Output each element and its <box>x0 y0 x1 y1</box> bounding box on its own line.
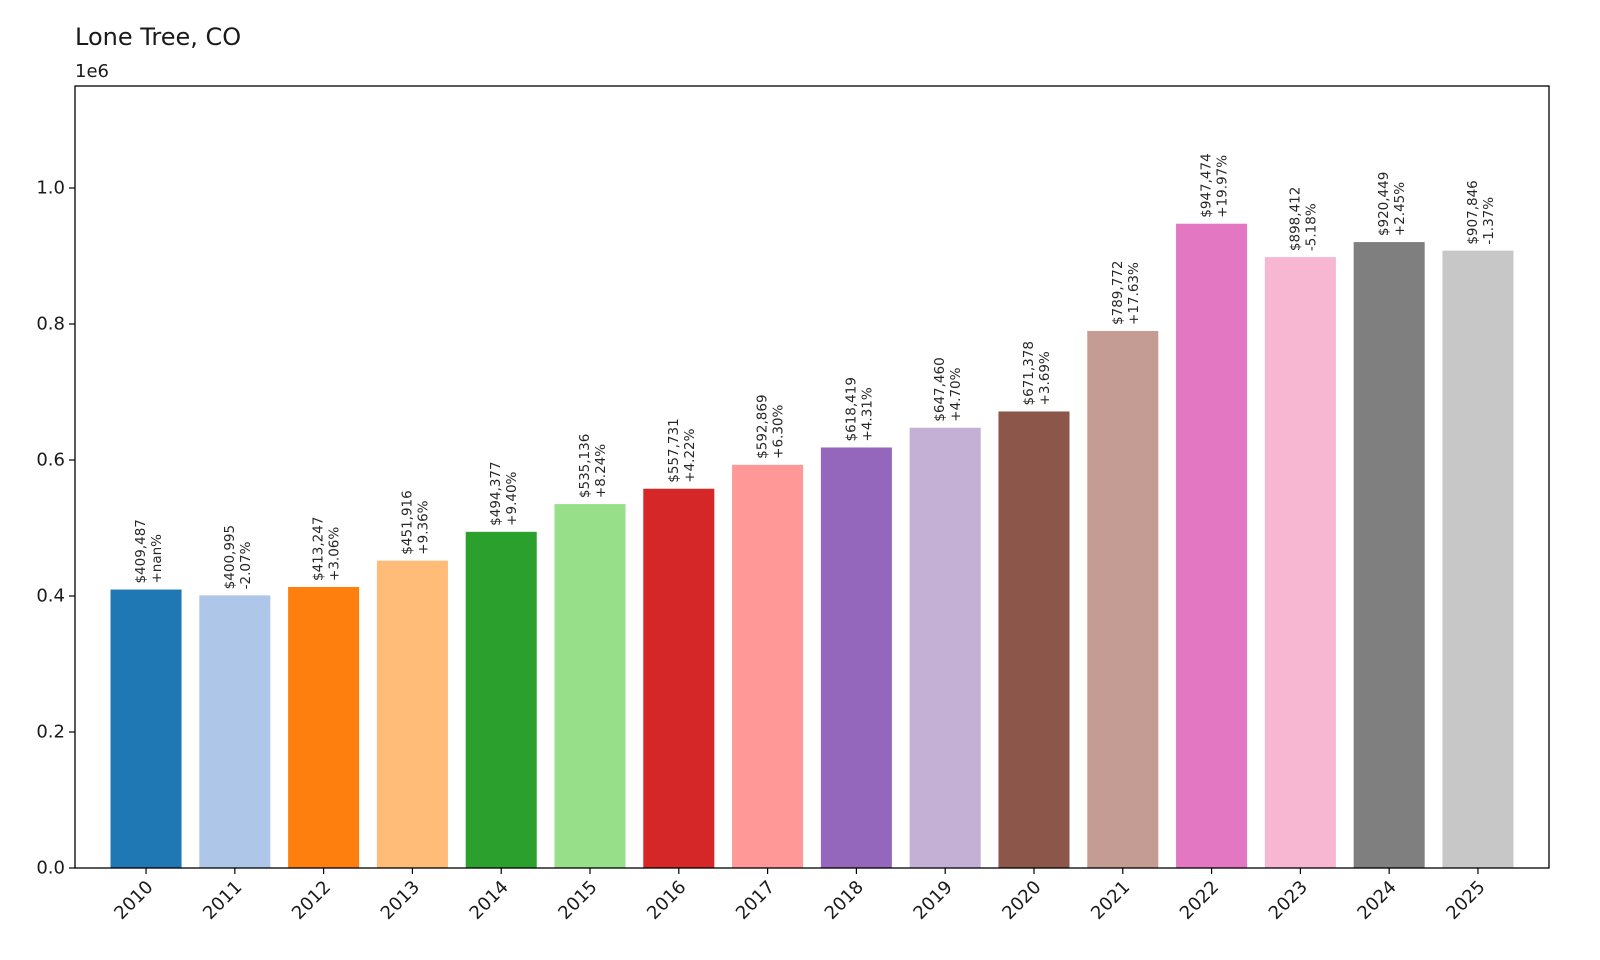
value-label-2013: $451,916 <box>399 490 415 554</box>
change-label-2023: -5.18% <box>1303 203 1319 251</box>
bar-2015 <box>554 504 626 868</box>
change-label-2012: +3.06% <box>327 527 343 581</box>
value-label-2023: $898,412 <box>1287 187 1303 251</box>
chart-title: Lone Tree, CO <box>75 23 241 51</box>
bar-2014 <box>465 531 537 868</box>
y-axis-offset-label: 1e6 <box>75 61 109 82</box>
x-tick-label-2017: 2017 <box>732 877 779 924</box>
x-tick-label-2025: 2025 <box>1442 877 1489 924</box>
change-label-2013: +9.36% <box>415 500 431 554</box>
change-label-2024: +2.45% <box>1392 182 1408 236</box>
y-tick-label-0.8: 0.8 <box>36 314 65 335</box>
bar-2021 <box>1087 330 1159 868</box>
value-label-2014: $494,377 <box>488 461 504 525</box>
x-tick-label-2012: 2012 <box>288 877 335 924</box>
value-label-2012: $413,247 <box>311 517 327 581</box>
y-tick-label-0.2: 0.2 <box>36 722 65 743</box>
bar-2023 <box>1264 257 1336 868</box>
change-label-2019: +4.70% <box>948 367 964 421</box>
plot-area-frame <box>74 85 1550 869</box>
x-tick-label-2021: 2021 <box>1087 877 1134 924</box>
value-label-2022: $947,474 <box>1199 153 1215 217</box>
x-tick-label-2022: 2022 <box>1176 877 1223 924</box>
value-label-2024: $920,449 <box>1376 172 1392 236</box>
value-label-2010: $409,487 <box>133 519 149 583</box>
value-label-2020: $671,378 <box>1021 341 1037 405</box>
y-tick-label-1.0: 1.0 <box>36 178 65 199</box>
value-label-2021: $789,772 <box>1110 261 1126 325</box>
value-label-2018: $618,419 <box>843 377 859 441</box>
x-tick-label-2010: 2010 <box>110 877 157 924</box>
bar-2022 <box>1176 223 1248 869</box>
value-label-2019: $647,460 <box>932 357 948 421</box>
x-tick-label-2018: 2018 <box>821 877 868 924</box>
bar-2024 <box>1353 242 1425 869</box>
change-label-2025: -1.37% <box>1481 197 1497 245</box>
change-label-2018: +4.31% <box>859 387 875 441</box>
bar-2016 <box>643 488 715 868</box>
value-label-2015: $535,136 <box>577 434 593 498</box>
value-label-2025: $907,846 <box>1465 180 1481 244</box>
change-label-2016: +4.22% <box>682 428 698 482</box>
bar-2017 <box>732 464 804 868</box>
bar-2012 <box>288 586 360 868</box>
change-label-2020: +3.69% <box>1037 351 1053 405</box>
x-tick-label-2023: 2023 <box>1265 877 1312 924</box>
change-label-2022: +19.97% <box>1215 155 1231 218</box>
bar-2018 <box>820 447 892 868</box>
value-label-2011: $400,995 <box>222 525 238 589</box>
x-tick-label-2020: 2020 <box>998 877 1045 924</box>
bar-2025 <box>1442 250 1514 868</box>
change-label-2011: -2.07% <box>238 541 254 589</box>
change-label-2017: +6.30% <box>771 404 787 458</box>
bar-2019 <box>909 427 981 868</box>
x-tick-label-2013: 2013 <box>377 877 424 924</box>
bar-2020 <box>998 411 1070 868</box>
bar-2013 <box>376 560 448 868</box>
value-label-2017: $592,869 <box>755 394 771 458</box>
change-label-2014: +9.40% <box>504 471 520 525</box>
x-tick-label-2019: 2019 <box>909 877 956 924</box>
x-tick-label-2016: 2016 <box>643 877 690 924</box>
y-tick-label-0.0: 0.0 <box>36 858 65 879</box>
x-tick-label-2011: 2011 <box>199 877 246 924</box>
bar-2011 <box>199 595 271 868</box>
change-label-2010: +nan% <box>149 534 165 584</box>
x-tick-label-2024: 2024 <box>1353 877 1400 924</box>
bar-2010 <box>110 589 182 868</box>
value-label-2016: $557,731 <box>666 418 682 482</box>
x-tick-label-2014: 2014 <box>466 877 513 924</box>
y-tick-label-0.6: 0.6 <box>36 450 65 471</box>
change-label-2015: +8.24% <box>593 444 609 498</box>
x-tick-label-2015: 2015 <box>554 877 601 924</box>
change-label-2021: +17.63% <box>1126 262 1142 325</box>
y-tick-label-0.4: 0.4 <box>36 586 65 607</box>
